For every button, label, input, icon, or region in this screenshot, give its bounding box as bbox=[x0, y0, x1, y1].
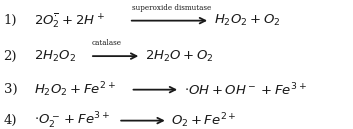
Text: $O_2 + Fe^{2+}$: $O_2 + Fe^{2+}$ bbox=[171, 111, 237, 129]
Text: $2H_2O_2$: $2H_2O_2$ bbox=[34, 49, 76, 64]
Text: $\cdot OH + OH^- + Fe^{3+}$: $\cdot OH + OH^- + Fe^{3+}$ bbox=[184, 81, 306, 98]
Text: 3): 3) bbox=[4, 83, 17, 96]
Text: $H_2O_2 + Fe^{2+}$: $H_2O_2 + Fe^{2+}$ bbox=[34, 80, 115, 99]
Text: $\cdot O_2^- + Fe^{3+}$: $\cdot O_2^- + Fe^{3+}$ bbox=[34, 111, 110, 129]
Text: 4): 4) bbox=[4, 114, 17, 127]
Text: $H_2O_2 + O_2$: $H_2O_2 + O_2$ bbox=[214, 13, 280, 28]
Text: catalase: catalase bbox=[92, 39, 122, 47]
Text: 1): 1) bbox=[4, 14, 17, 27]
Text: superoxide dismutase: superoxide dismutase bbox=[132, 4, 212, 12]
Text: 2): 2) bbox=[4, 50, 17, 63]
Text: $2O_2^{\overline{\cdot}} + 2H^+$: $2O_2^{\overline{\cdot}} + 2H^+$ bbox=[34, 11, 105, 30]
Text: $2H_2O + O_2$: $2H_2O + O_2$ bbox=[145, 49, 214, 64]
